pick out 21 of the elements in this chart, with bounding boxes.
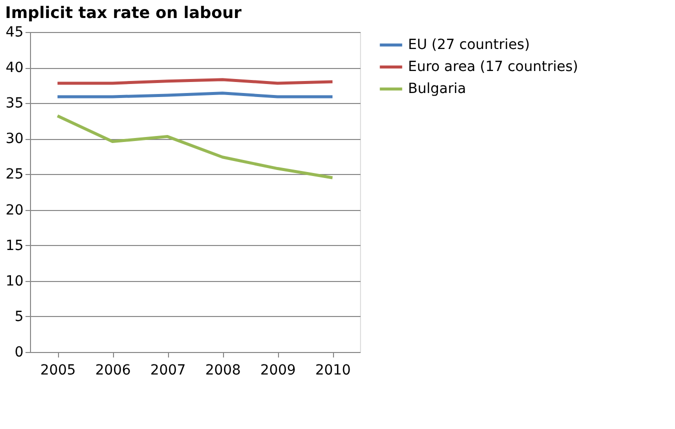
y-tick-label: 10 — [6, 273, 24, 290]
x-tick-label: 2007 — [150, 362, 186, 378]
y-tick-label: 0 — [14, 344, 24, 360]
y-tick-label: 15 — [6, 238, 24, 254]
y-tick-label: 5 — [14, 308, 24, 325]
x-tick-label: 2006 — [95, 362, 131, 378]
legend-label: Bulgaria — [408, 81, 466, 97]
x-tick-label: 2005 — [40, 362, 76, 378]
y-tick-label: 25 — [6, 166, 24, 183]
y-tick-label: 40 — [6, 60, 24, 76]
x-tick-label: 2010 — [315, 362, 351, 378]
legend-label: Euro area (17 countries) — [408, 59, 578, 75]
legend-label: EU (27 countries) — [408, 37, 530, 53]
y-tick-label: 35 — [6, 96, 24, 112]
x-tick-label: 2008 — [205, 362, 241, 378]
y-tick-label: 30 — [6, 131, 24, 148]
line-series — [56, 114, 334, 180]
y-tick-label: 45 — [6, 24, 24, 40]
x-tick-label: 2009 — [260, 362, 296, 378]
y-tick-label: 20 — [6, 202, 24, 218]
chart-title: Implicit tax rate on labour — [5, 3, 242, 22]
